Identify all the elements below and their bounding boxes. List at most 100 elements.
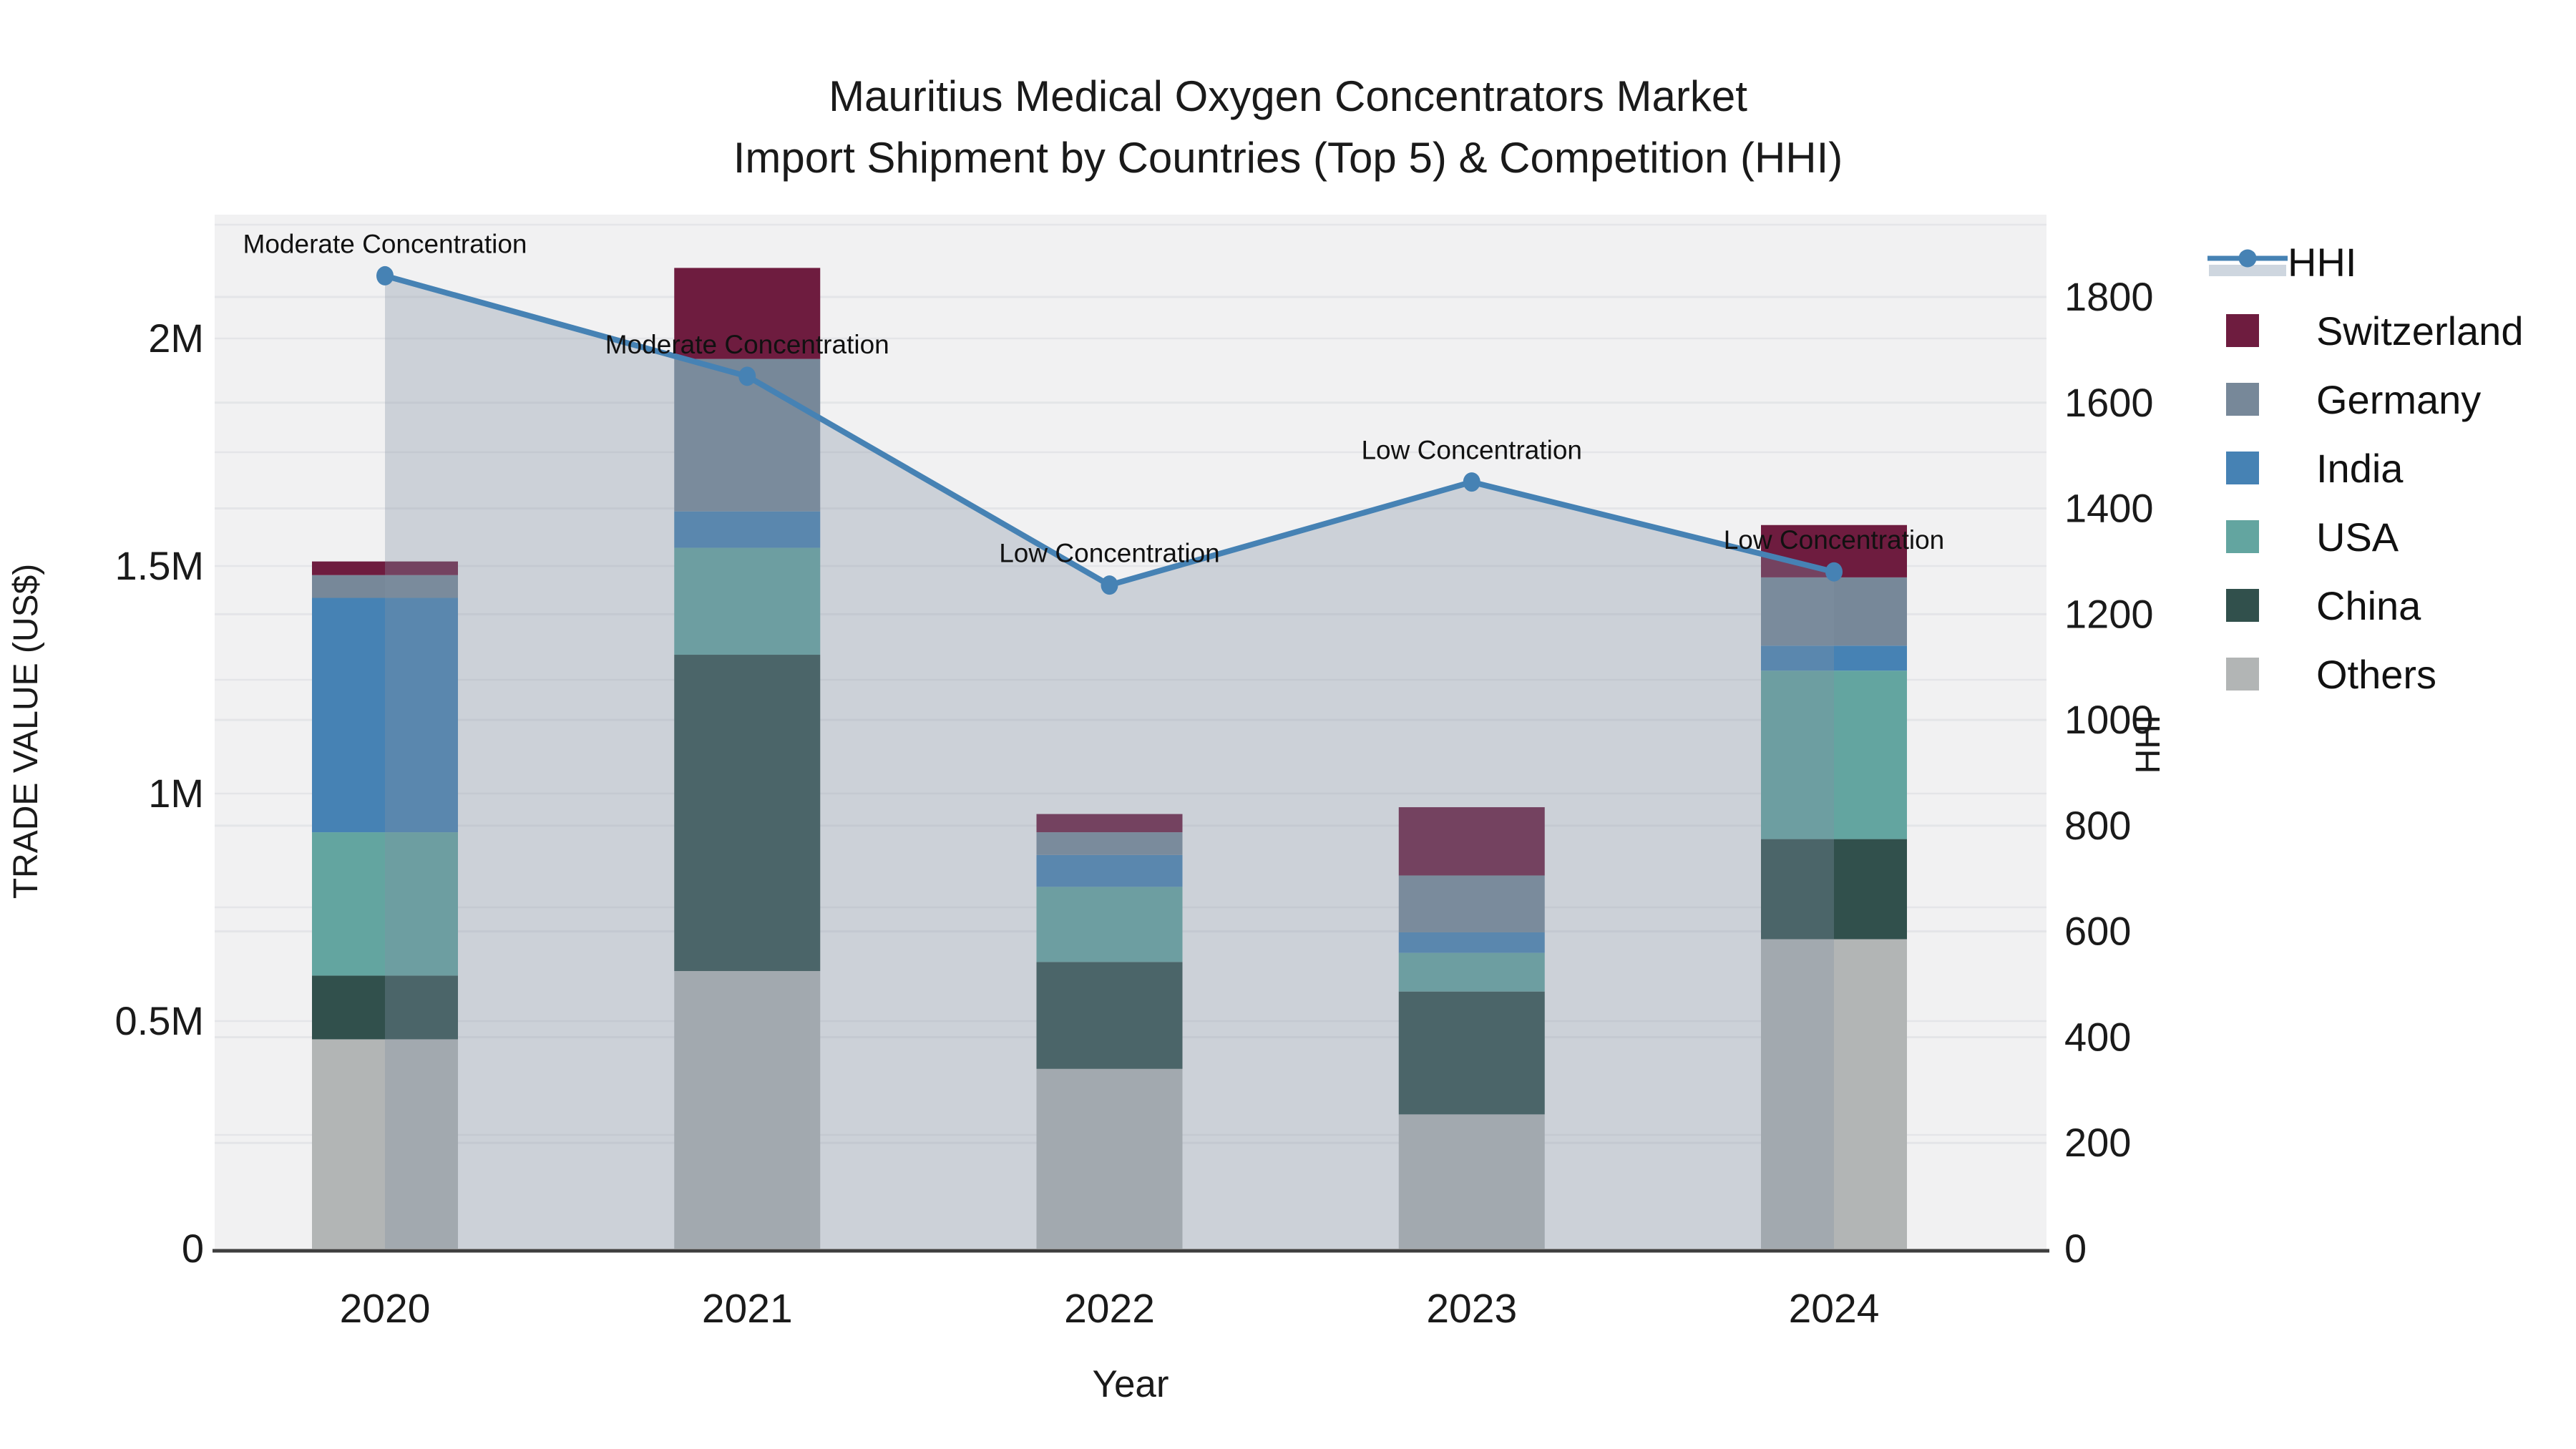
bar-stack-2021 xyxy=(674,268,821,1249)
legend-swatch-india xyxy=(2207,452,2288,484)
y-right-tick-600: 600 xyxy=(2064,909,2131,954)
annotation-2023: Low Concentration xyxy=(1361,436,1582,465)
bar-segment-switzerland-2020 xyxy=(312,561,458,575)
hhi-point-2021 xyxy=(738,366,756,386)
legend-swatch-china xyxy=(2207,589,2288,622)
y-right-tick-800: 800 xyxy=(2064,803,2131,848)
hhi-point-2024 xyxy=(1825,562,1843,582)
bar-segment-india-2024 xyxy=(1761,645,1907,671)
y-right-tick-1200: 1200 xyxy=(2064,591,2154,636)
hhi-point-2023 xyxy=(1463,472,1480,492)
bar-segment-usa-2024 xyxy=(1761,670,1907,839)
chart-title: Mauritius Medical Oxygen Concentrators M… xyxy=(0,66,2576,189)
legend-label: HHI xyxy=(2288,239,2357,285)
legend-label: Germany xyxy=(2316,376,2482,422)
y-right-tick-1000: 1000 xyxy=(2064,697,2154,742)
hhi-point-2022 xyxy=(1101,575,1118,595)
hhi-point-2020 xyxy=(376,265,394,286)
y-right-tick-1800: 1800 xyxy=(2064,274,2154,319)
x-tick-2024: 2024 xyxy=(1789,1286,1880,1332)
bar-segment-china-2020 xyxy=(312,975,458,1040)
legend-item-germany[interactable]: Germany xyxy=(2207,365,2523,434)
bar-segment-china-2024 xyxy=(1761,839,1907,940)
legend-label: Others xyxy=(2316,651,2437,697)
y-left-tick-1.5M: 1.5M xyxy=(115,543,205,588)
x-tick-2023: 2023 xyxy=(1426,1286,1517,1332)
bar-segment-usa-2021 xyxy=(674,547,821,655)
bar-segment-india-2022 xyxy=(1036,854,1183,887)
bar-segment-germany-2024 xyxy=(1761,577,1907,646)
y-right-tick-200: 200 xyxy=(2064,1120,2131,1165)
legend-item-india[interactable]: India xyxy=(2207,434,2523,502)
bar-segment-india-2021 xyxy=(674,511,821,548)
y-left-tick-0: 0 xyxy=(182,1226,204,1271)
legend-item-hhi[interactable]: HHI xyxy=(2207,228,2523,296)
y-right-tick-1600: 1600 xyxy=(2064,380,2154,425)
x-tick-2021: 2021 xyxy=(702,1286,793,1332)
annotation-2021: Moderate Concentration xyxy=(605,330,889,359)
bar-segment-others-2023 xyxy=(1398,1114,1545,1249)
legend-color-square-icon xyxy=(2226,452,2259,484)
bar-segment-usa-2023 xyxy=(1398,952,1545,992)
bar-segment-others-2020 xyxy=(312,1039,458,1249)
bar-segment-switzerland-2021 xyxy=(674,268,821,359)
bar-segment-germany-2022 xyxy=(1036,832,1183,855)
bar-segment-others-2024 xyxy=(1761,939,1907,1249)
legend-label: India xyxy=(2316,445,2404,491)
bar-stack-2020 xyxy=(312,561,458,1249)
bar-segment-others-2022 xyxy=(1036,1068,1183,1249)
y-left-tick-0.5M: 0.5M xyxy=(115,998,205,1043)
legend-swatch-switzerland xyxy=(2207,314,2288,347)
bar-stack-2022 xyxy=(1036,814,1183,1249)
y-right-tick-1400: 1400 xyxy=(2064,486,2154,531)
legend-item-usa[interactable]: USA xyxy=(2207,502,2523,571)
bar-stack-2023 xyxy=(1398,807,1545,1249)
bar-segment-germany-2020 xyxy=(312,575,458,598)
legend-swatch-usa xyxy=(2207,520,2288,553)
y-left-tick-1M: 1M xyxy=(148,771,204,816)
bar-segment-others-2021 xyxy=(674,971,821,1249)
legend-swatch-germany xyxy=(2207,383,2288,416)
annotation-2024: Low Concentration xyxy=(1724,525,1945,555)
x-tick-2020: 2020 xyxy=(340,1286,431,1332)
legend-color-square-icon xyxy=(2226,314,2259,347)
chart-title-line2: Import Shipment by Countries (Top 5) & C… xyxy=(733,134,1843,182)
legend-label: USA xyxy=(2316,514,2399,560)
bar-segment-switzerland-2023 xyxy=(1398,807,1545,876)
y-left-tick-2M: 2M xyxy=(148,316,204,361)
bar-segment-usa-2020 xyxy=(312,832,458,976)
bar-segment-switzerland-2022 xyxy=(1036,814,1183,833)
bar-segment-india-2023 xyxy=(1398,932,1545,953)
hhi-area-fill xyxy=(385,275,1834,1249)
legend: HHI Switzerland Germany India USA China Others xyxy=(2207,228,2523,708)
bar-segment-usa-2022 xyxy=(1036,887,1183,962)
hhi-line-swatch-icon xyxy=(2207,249,2288,276)
y-right-tick-400: 400 xyxy=(2064,1014,2131,1059)
bar-segment-china-2023 xyxy=(1398,991,1545,1115)
legend-label: Switzerland xyxy=(2316,308,2524,353)
y-right-tick-0: 0 xyxy=(2064,1226,2087,1271)
legend-item-others[interactable]: Others xyxy=(2207,640,2523,708)
legend-label: China xyxy=(2316,582,2421,628)
bar-segment-china-2022 xyxy=(1036,962,1183,1069)
y-left-axis-title: TRADE VALUE (US$) xyxy=(7,564,45,899)
bar-segment-india-2020 xyxy=(312,597,458,833)
legend-item-china[interactable]: China xyxy=(2207,571,2523,640)
annotation-2022: Low Concentration xyxy=(999,539,1220,568)
bar-segment-china-2021 xyxy=(674,655,821,972)
bar-segment-germany-2023 xyxy=(1398,875,1545,932)
legend-swatch-others xyxy=(2207,658,2288,691)
legend-color-square-icon xyxy=(2226,589,2259,622)
legend-color-square-icon xyxy=(2226,383,2259,416)
x-axis-title: Year xyxy=(1092,1363,1169,1405)
annotation-2020: Moderate Concentration xyxy=(243,229,527,258)
legend-color-square-icon xyxy=(2226,520,2259,553)
legend-swatch-hhi xyxy=(2207,243,2288,280)
legend-color-square-icon xyxy=(2226,658,2259,691)
x-tick-2022: 2022 xyxy=(1064,1286,1155,1332)
legend-item-switzerland[interactable]: Switzerland xyxy=(2207,296,2523,365)
y-right-axis-title: HHI xyxy=(2129,715,2167,774)
bar-stack-2024 xyxy=(1761,525,1907,1249)
